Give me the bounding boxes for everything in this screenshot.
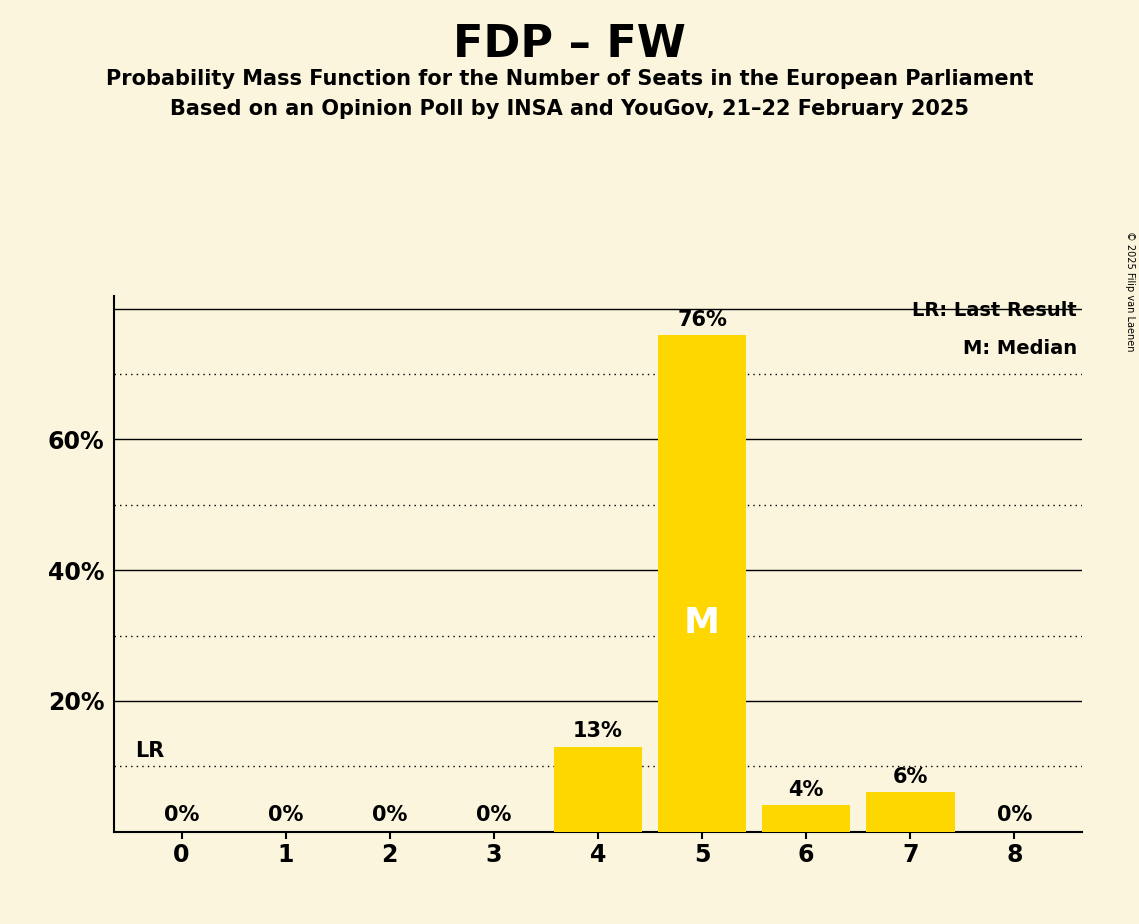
Text: M: M [685,606,720,640]
Bar [554,747,642,832]
Text: 4%: 4% [788,780,823,800]
Text: FDP – FW: FDP – FW [453,23,686,67]
Text: Based on an Opinion Poll by INSA and YouGov, 21–22 February 2025: Based on an Opinion Poll by INSA and You… [170,99,969,119]
Text: 13%: 13% [573,722,623,741]
Bar [658,334,746,832]
Text: M: Median: M: Median [964,338,1077,358]
Text: LR: Last Result: LR: Last Result [912,301,1077,320]
Bar [866,793,954,832]
Text: 0%: 0% [372,805,408,825]
Text: 0%: 0% [997,805,1032,825]
Text: 0%: 0% [164,805,199,825]
Text: 76%: 76% [678,310,727,330]
Bar [762,806,851,832]
Text: 6%: 6% [893,767,928,787]
Text: 0%: 0% [268,805,303,825]
Text: LR: LR [134,741,164,761]
Text: Probability Mass Function for the Number of Seats in the European Parliament: Probability Mass Function for the Number… [106,69,1033,90]
Text: © 2025 Filip van Laenen: © 2025 Filip van Laenen [1125,231,1134,351]
Text: 0%: 0% [476,805,511,825]
